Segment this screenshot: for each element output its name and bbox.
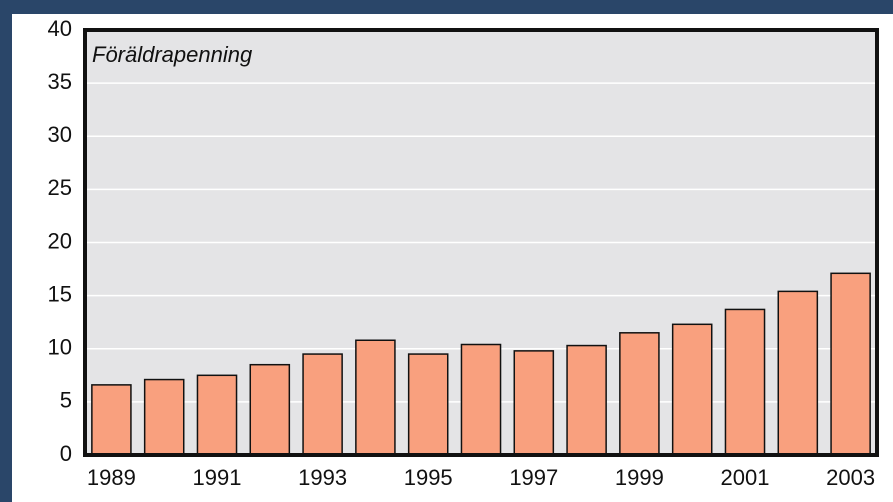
x-tick-label: 1989 [87, 465, 136, 490]
bar [355, 339, 396, 456]
y-tick-label: 30 [48, 122, 72, 147]
bar [407, 353, 449, 456]
y-tick-label: 5 [60, 388, 72, 413]
bar [302, 353, 343, 456]
bar [91, 384, 132, 456]
x-tick-label: 1997 [509, 465, 558, 490]
y-tick-label: 40 [48, 16, 72, 41]
plot-frame [83, 28, 879, 457]
x-tick-label: 2003 [826, 465, 875, 490]
y-tick-label: 10 [48, 335, 72, 360]
bar [830, 272, 871, 456]
bar [671, 323, 713, 456]
y-tick-label: 15 [48, 281, 72, 306]
bar [143, 378, 185, 456]
chart-title: Föräldrapenning [92, 42, 253, 67]
y-tick-label: 25 [48, 175, 72, 200]
x-tick-label: 1995 [404, 465, 453, 490]
bar [566, 344, 607, 456]
bar [619, 332, 660, 456]
bar [460, 343, 502, 456]
bar [513, 350, 555, 456]
y-tick-label: 20 [48, 228, 72, 253]
bar [777, 290, 819, 456]
y-tick-label: 35 [48, 69, 72, 94]
bar [724, 308, 766, 456]
bar [249, 363, 291, 456]
bar [196, 374, 238, 456]
x-tick-label: 1999 [615, 465, 664, 490]
x-tick-label: 2001 [721, 465, 770, 490]
x-tick-label: 1993 [298, 465, 347, 490]
y-tick-label: 0 [60, 441, 72, 466]
x-tick-label: 1991 [193, 465, 242, 490]
